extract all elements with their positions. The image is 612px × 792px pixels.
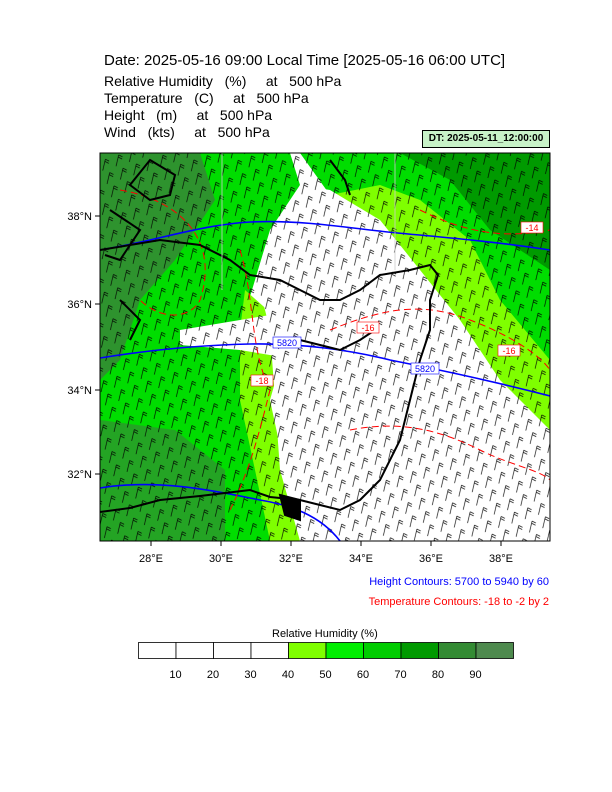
lat-label: 38°N xyxy=(67,211,92,223)
temperature-contour-note: Temperature Contours: -18 to -2 by 2 xyxy=(368,596,549,608)
colorbar-swatch xyxy=(175,642,214,659)
colorbar-swatch xyxy=(363,642,402,659)
colorbar-swatch xyxy=(475,642,514,659)
humidity-field xyxy=(100,153,550,541)
colorbar-tick-label: 70 xyxy=(394,669,407,681)
height-contours xyxy=(100,220,550,541)
colorbar-tick-label: 40 xyxy=(281,669,295,681)
variable-line: Wind (kts) at 500 hPa xyxy=(104,124,270,140)
lon-label: 28°E xyxy=(139,553,163,565)
colorbar-swatch xyxy=(250,642,289,659)
variable-line: Temperature (C) at 500 hPa xyxy=(104,90,309,106)
lon-label: 38°E xyxy=(489,553,513,565)
temperature-contours xyxy=(119,189,550,511)
colorbar-tick-label: 90 xyxy=(469,669,482,681)
lat-label: 34°N xyxy=(67,385,92,397)
lat-label: 36°N xyxy=(67,299,92,311)
temp-contour-label: -16 xyxy=(361,323,374,333)
temp-contour-label: -14 xyxy=(525,223,538,233)
colorbar-tick-label: 50 xyxy=(319,669,332,681)
colorbar-swatch xyxy=(325,642,364,659)
colorbar-tick-label: 10 xyxy=(169,669,182,681)
colorbar-tick-label: 80 xyxy=(431,669,445,681)
variable-line: Height (m) at 500 hPa xyxy=(104,107,273,123)
colorbar-swatch xyxy=(438,642,477,659)
height-contour-label: 5820 xyxy=(415,364,435,374)
page-title: Date: 2025-05-16 09:00 Local Time [2025-… xyxy=(104,52,506,69)
temp-contour-label: -16 xyxy=(502,346,515,356)
colorbar-swatch xyxy=(138,642,177,659)
lon-label: 36°E xyxy=(419,553,443,565)
colorbar-title: Relative Humidity (%) xyxy=(272,628,378,640)
lon-label: 34°E xyxy=(349,553,373,565)
lat-axis: 38°N 36°N 34°N 32°N xyxy=(67,211,100,481)
lon-label: 32°E xyxy=(279,553,303,565)
contour-labels: 5820 5820 -14 -16 -16 -18 xyxy=(250,221,544,387)
colorbar-tick-label: 20 xyxy=(206,669,220,681)
lon-label: 30°E xyxy=(209,553,233,565)
colorbar-tick-label: 60 xyxy=(356,669,370,681)
map-frame xyxy=(99,152,551,542)
colorbar-swatch xyxy=(400,642,439,659)
colorbar-swatch xyxy=(213,642,252,659)
colorbar-tick-label: 30 xyxy=(244,669,257,681)
datetime-badge: DT: 2025-05-11_12:00:00 xyxy=(422,130,550,148)
colorbar-swatch xyxy=(288,642,327,659)
lon-axis: 28°E 30°E 32°E 34°E 36°E 38°E xyxy=(139,541,513,565)
temp-contour-label: -18 xyxy=(255,376,268,386)
colorbar xyxy=(138,642,514,659)
height-contour-note: Height Contours: 5700 to 5940 by 60 xyxy=(369,576,549,588)
variable-line: Relative Humidity (%) at 500 hPa xyxy=(104,73,342,89)
coastline xyxy=(100,158,440,522)
height-contour-label: 5820 xyxy=(277,338,297,348)
lat-label: 32°N xyxy=(67,469,92,481)
